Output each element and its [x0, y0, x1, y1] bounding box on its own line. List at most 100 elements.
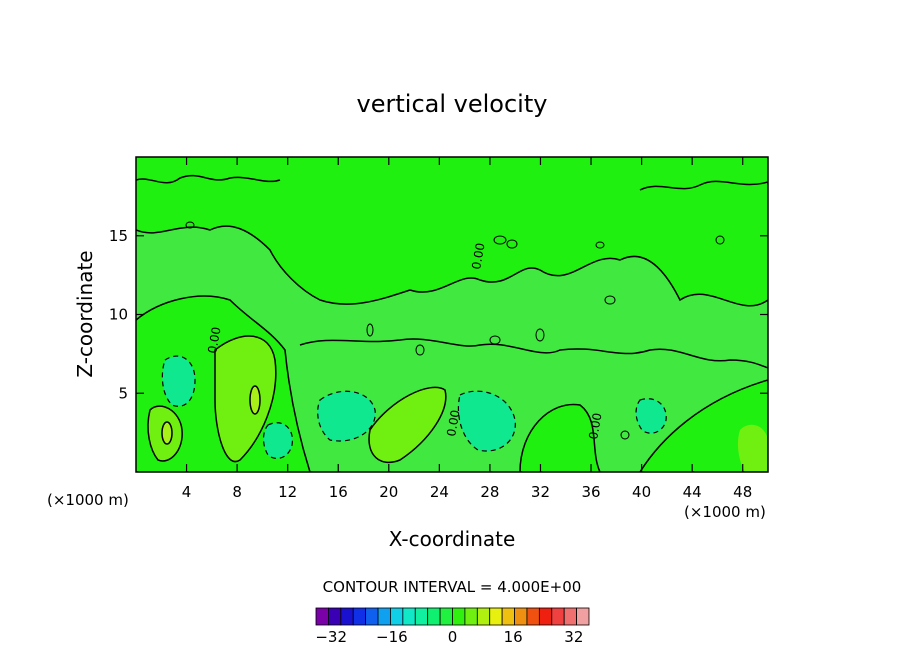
eddy-5 [415, 344, 425, 356]
y-tick-label: 15 [109, 227, 128, 245]
contour-line-core-e [161, 421, 173, 445]
contour-core-a [250, 386, 260, 414]
colorbar-tick-label: 32 [564, 628, 583, 646]
contour-band-neg-e [263, 422, 293, 459]
y-axis: 5 10 15 [109, 227, 768, 402]
x-unit-label-left: (×1000 m) [47, 491, 129, 509]
colorbar-tick-label: 0 [448, 628, 458, 646]
x-tick-label: 20 [379, 483, 398, 501]
colorbar-swatch [489, 607, 503, 626]
colorbar-tick-label: −16 [376, 628, 408, 646]
contour-dash-a [161, 355, 196, 407]
colorbar-swatch [439, 607, 453, 626]
y-tick-label: 5 [118, 384, 128, 402]
y-axis-label: Z-coordinate [73, 250, 97, 377]
contour-line-lower-right [639, 379, 768, 472]
x-tick-label: 4 [182, 483, 192, 501]
colorbar-swatch [452, 607, 466, 626]
eddy-7 [535, 328, 545, 342]
colorbar-tick-labels: −32 −16 0 16 32 [315, 628, 583, 646]
contour-band-lower-right [640, 380, 768, 472]
eddy-9 [366, 323, 374, 337]
colorbar-swatch [427, 607, 441, 626]
eddy-11 [185, 221, 195, 229]
colorbar-swatch [377, 607, 391, 626]
contour-line-upper [136, 225, 768, 307]
x-tick-label: 40 [632, 483, 651, 501]
x-tick-label: 16 [329, 483, 348, 501]
eddy-3 [595, 241, 605, 249]
x-tick-label: 24 [430, 483, 449, 501]
contour-line-lower-left [136, 295, 311, 472]
colorbar [315, 607, 590, 626]
contour-band-neg-a [162, 356, 195, 407]
contour-label-2: 0.00 [444, 409, 462, 438]
eddy-1 [493, 235, 507, 245]
colorbar-swatch [402, 607, 416, 626]
contour-band-neg-c [458, 391, 516, 451]
colorbar-swatch [538, 607, 553, 626]
contour-line-mid [299, 338, 768, 369]
colorbar-swatch [315, 607, 329, 626]
contour-line-core-d [249, 385, 261, 415]
x-axis: 4 8 12 16 20 24 28 32 36 40 44 48 [182, 157, 752, 501]
contour-band-neg-d [636, 398, 667, 434]
x-tick-label: 8 [232, 483, 242, 501]
colorbar-swatch [414, 607, 429, 626]
contour-small-eddies [185, 221, 725, 440]
contour-dash-c [457, 390, 516, 452]
x-unit-label-right: (×1000 m) [684, 503, 766, 521]
x-tick-label: 32 [531, 483, 550, 501]
colorbar-tick-label: −32 [315, 628, 347, 646]
contour-band-4-8-b [369, 387, 446, 463]
contour-core-b [162, 422, 172, 444]
contour-band-upper [136, 157, 768, 306]
colorbar-swatch [563, 607, 577, 626]
colorbar-swatch [328, 607, 342, 626]
contour-label-3: 0.00 [586, 412, 604, 441]
y-tick-label: 10 [109, 306, 128, 324]
eddy-6 [489, 335, 501, 345]
x-tick-label: 12 [278, 483, 297, 501]
x-axis-label: X-coordinate [389, 527, 516, 551]
x-tick-label: 36 [581, 483, 600, 501]
contour-band-neg-b [317, 391, 376, 441]
colorbar-swatch [464, 607, 478, 626]
chart-title: vertical velocity [357, 90, 548, 118]
colorbar-swatch [365, 607, 379, 626]
contour-lines-negative [161, 355, 667, 459]
contour-dash-d [635, 398, 667, 434]
eddy-8 [715, 235, 725, 245]
contour-dash-e [262, 422, 294, 459]
x-tick-label: 48 [733, 483, 752, 501]
contour-label-4: 0.00 [469, 242, 487, 271]
eddy-2 [506, 239, 518, 249]
colorbar-swatch [514, 607, 528, 626]
eddy-10 [620, 430, 630, 440]
contour-line-core-b [368, 386, 447, 464]
contour-field [136, 157, 768, 472]
colorbar-swatch [551, 607, 565, 626]
contour-interval-text: CONTOUR INTERVAL = 4.000E+00 [323, 578, 582, 596]
colorbar-swatch [526, 607, 540, 626]
contour-line-right-lobe [519, 403, 601, 472]
colorbar-tick-label: 16 [504, 628, 523, 646]
contour-line-core-a [214, 335, 277, 463]
colorbar-swatch [340, 607, 354, 626]
contour-line-top-right [639, 180, 768, 191]
contour-band-4-8-d [737, 424, 768, 472]
colorbar-swatch [390, 607, 404, 626]
colorbar-swatch [501, 607, 515, 626]
colorbar-swatch [352, 607, 367, 626]
x-tick-label: 44 [683, 483, 702, 501]
x-tick-label: 28 [480, 483, 499, 501]
contour-line-core-c [147, 405, 183, 462]
contour-label-1: 0.00 [205, 326, 223, 355]
colorbar-swatch [476, 607, 491, 626]
colorbar-swatch [576, 607, 590, 626]
contour-dash-b [317, 390, 376, 442]
contour-lines [136, 174, 768, 472]
contour-band-mid-right [520, 404, 600, 472]
